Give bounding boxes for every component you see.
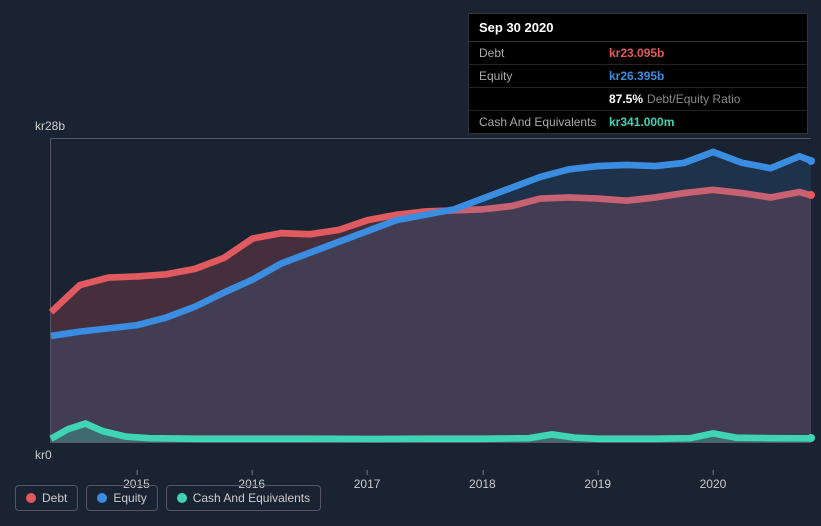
tooltip-label bbox=[479, 92, 609, 106]
tooltip-ratio-label: Debt/Equity Ratio bbox=[647, 92, 740, 106]
legend-label: Debt bbox=[42, 491, 67, 505]
chart-area: kr28b kr0 201520162017201820192020 bbox=[10, 115, 811, 466]
tooltip-label: Equity bbox=[479, 69, 609, 83]
legend-dot-icon bbox=[177, 493, 187, 503]
yaxis-bottom-label: kr0 bbox=[35, 448, 52, 462]
tooltip-row-cash: Cash And Equivalents kr341.000m bbox=[469, 111, 807, 133]
xaxis-tick: 2018 bbox=[469, 477, 496, 491]
legend: Debt Equity Cash And Equivalents bbox=[15, 485, 321, 511]
plot-region[interactable] bbox=[50, 138, 811, 443]
legend-label: Equity bbox=[113, 491, 146, 505]
tooltip-value: kr23.095b bbox=[609, 46, 797, 60]
tooltip-ratio: 87.5% Debt/Equity Ratio bbox=[609, 92, 740, 106]
legend-label: Cash And Equivalents bbox=[193, 491, 310, 505]
tooltip-date: Sep 30 2020 bbox=[469, 14, 807, 42]
yaxis-top-label: kr28b bbox=[35, 119, 65, 133]
legend-dot-icon bbox=[97, 493, 107, 503]
tooltip-value: kr26.395b bbox=[609, 69, 797, 83]
xaxis-tick: 2017 bbox=[354, 477, 381, 491]
tooltip-label: Cash And Equivalents bbox=[479, 115, 609, 129]
end-dot-equity bbox=[807, 157, 815, 165]
tooltip-label: Debt bbox=[479, 46, 609, 60]
tooltip-row-debt: Debt kr23.095b bbox=[469, 42, 807, 65]
end-dot-cash bbox=[807, 434, 815, 442]
end-dot-debt bbox=[807, 191, 815, 199]
tooltip-ratio-value: 87.5% bbox=[609, 92, 643, 106]
xaxis-tick: 2019 bbox=[584, 477, 611, 491]
tooltip-row-ratio: 87.5% Debt/Equity Ratio bbox=[469, 88, 807, 111]
legend-item-debt[interactable]: Debt bbox=[15, 485, 78, 511]
chart-svg bbox=[51, 139, 811, 442]
tooltip-box: Sep 30 2020 Debt kr23.095b Equity kr26.3… bbox=[468, 13, 808, 134]
legend-dot-icon bbox=[26, 493, 36, 503]
tooltip-row-equity: Equity kr26.395b bbox=[469, 65, 807, 88]
xaxis-tick: 2020 bbox=[700, 477, 727, 491]
legend-item-cash[interactable]: Cash And Equivalents bbox=[166, 485, 321, 511]
legend-item-equity[interactable]: Equity bbox=[86, 485, 157, 511]
tooltip-value: kr341.000m bbox=[609, 115, 797, 129]
